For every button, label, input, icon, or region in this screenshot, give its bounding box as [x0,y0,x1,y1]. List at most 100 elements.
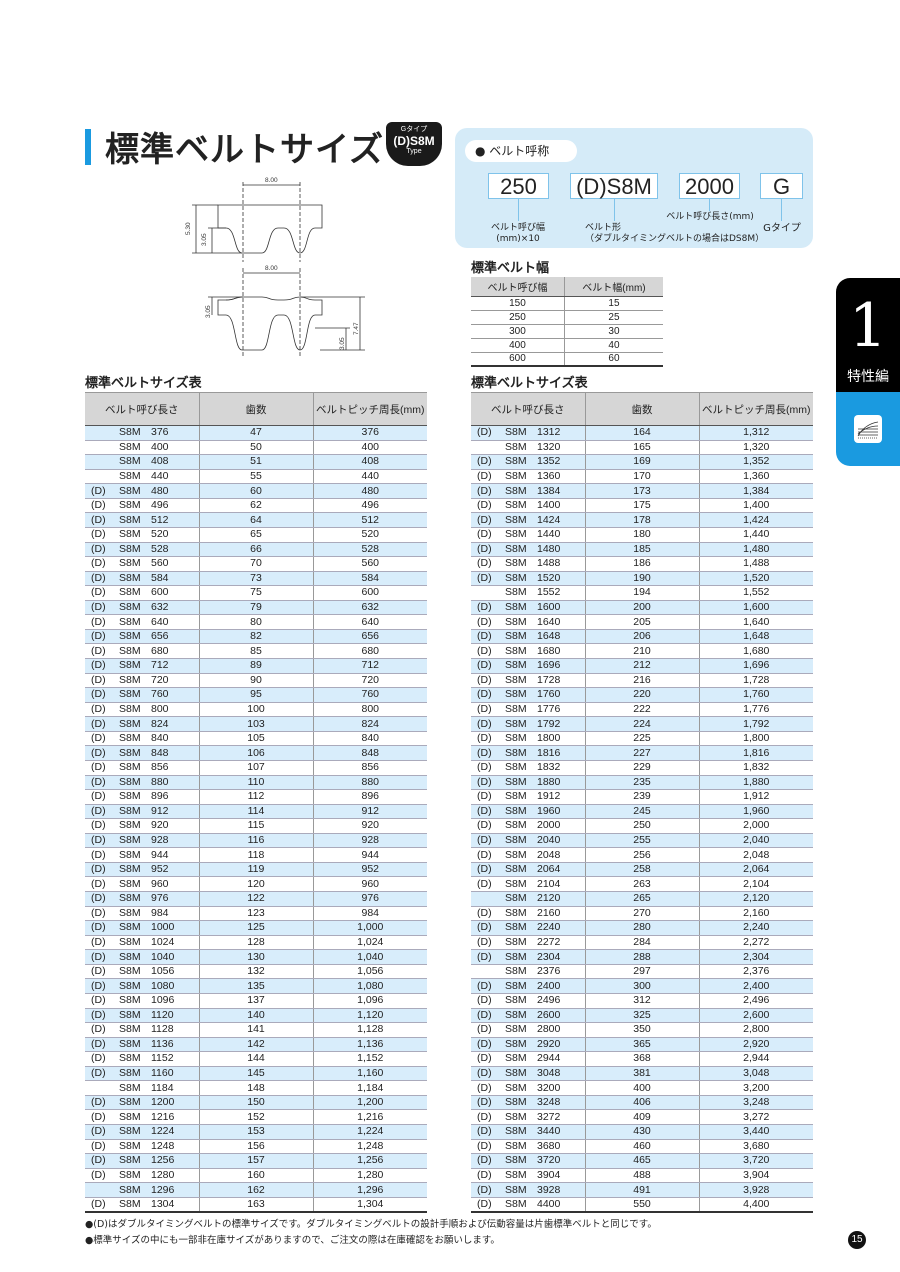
belt-designation: (D) S8M 2000 [471,818,585,834]
pitch-length: 1,680 [698,643,813,659]
table-row: 600 60 [471,352,663,367]
teeth-count: 312 [584,993,699,1009]
teeth-count: 245 [584,804,699,820]
pitch-length: 976 [312,891,427,907]
teeth-count: 365 [584,1037,699,1053]
table-row: (D) S8M 1816 227 1,816 [471,745,813,761]
pitch-length: 2,240 [698,920,813,936]
pitch-length: 1,352 [698,454,813,470]
connector [614,199,615,221]
belt-designation: (D) S8M 1640 [471,614,585,630]
pitch-length: 408 [312,454,427,470]
table-row: (D) S8M 3904 488 3,904 [471,1168,813,1184]
belt-designation: (D) S8M 3928 [471,1182,585,1198]
teeth-count: 222 [584,702,699,718]
table-row: S8M 400 50 400 [85,440,427,456]
pitch-length: 1,648 [698,629,813,645]
teeth-count: 79 [198,600,313,616]
pitch-length: 3,272 [698,1109,813,1125]
teeth-count: 89 [198,658,313,674]
table-row: (D) S8M 4400 550 4,400 [471,1197,813,1213]
belt-width: 60 [564,352,663,367]
table-row: (D) S8M 512 64 512 [85,512,427,528]
g-type-box: G [760,173,803,199]
belt-designation: (D) S8M 3248 [471,1095,585,1111]
teeth-count: 90 [198,673,313,689]
pitch-length: 1,960 [698,804,813,820]
teeth-count: 157 [198,1153,313,1169]
pitch-length: 632 [312,600,427,616]
pitch-length: 440 [312,469,427,485]
belt-designation: S8M 1184 [85,1080,199,1096]
header-cell: ベルトピッチ周長(mm) [312,392,427,426]
teeth-count: 284 [584,935,699,951]
belt-designation: (D) S8M 1384 [471,483,585,499]
table-row: (D) S8M 1056 132 1,056 [85,964,427,980]
pitch-length: 800 [312,702,427,718]
table-row: (D) S8M 984 123 984 [85,906,427,922]
belt-designation: (D) S8M 1200 [85,1095,199,1111]
table-row: (D) S8M 3248 406 3,248 [471,1095,813,1111]
teeth-count: 73 [198,571,313,587]
pitch-length: 560 [312,556,427,572]
teeth-count: 550 [584,1197,699,1213]
belt-designation: (D) S8M 3048 [471,1066,585,1082]
belt-designation: (D) S8M 1696 [471,658,585,674]
pitch-length: 1,296 [312,1182,427,1198]
belt-designation: (D) S8M 1080 [85,978,199,994]
nominal-width: 400 [471,338,565,353]
table-row: (D) S8M 560 70 560 [85,556,427,572]
belt-designation: S8M 376 [85,425,199,441]
note-1: ●(D)はダブルタイミングベルトの標準サイズです。ダブルタイミングベルトの設計手… [85,1219,657,1230]
table-row: (D) S8M 3720 465 3,720 [471,1153,813,1169]
width-code-box: 250 [488,173,549,199]
chapter-tab[interactable]: 1 特性編 [836,278,900,466]
teeth-count: 491 [584,1182,699,1198]
type-code-label: ベルト形 （ダブルタイミングベルトの場合はDS8M） [585,223,765,244]
belt-designation: S8M 1320 [471,440,585,456]
table-row: (D) S8M 1216 152 1,216 [85,1109,427,1125]
table-row: (D) S8M 680 85 680 [85,643,427,659]
table-row: (D) S8M 2600 325 2,600 [471,1008,813,1024]
table-row: (D) S8M 2104 263 2,104 [471,876,813,892]
teeth-count: 190 [584,571,699,587]
pitch-length: 1,256 [312,1153,427,1169]
belt-designation: (D) S8M 600 [85,585,199,601]
belt-designation: (D) S8M 1488 [471,556,585,572]
pitch-length: 1,360 [698,469,813,485]
teeth-count: 70 [198,556,313,572]
pitch-length: 3,048 [698,1066,813,1082]
pitch-length: 1,000 [312,920,427,936]
table-row: S8M 1296 162 1,296 [85,1182,427,1198]
teeth-count: 47 [198,425,313,441]
teeth-count: 430 [584,1124,699,1140]
teeth-count: 118 [198,847,313,863]
belt-designation: (D) S8M 1424 [471,512,585,528]
pitch-length: 1,488 [698,556,813,572]
belt-designation: (D) S8M 1216 [85,1109,199,1125]
pitch-length: 376 [312,425,427,441]
teeth-count: 164 [584,425,699,441]
pitch-length: 3,440 [698,1124,813,1140]
pitch-length: 1,280 [312,1168,427,1184]
teeth-count: 173 [584,483,699,499]
teeth-count: 103 [198,716,313,732]
belt-designation: (D) S8M 1400 [471,498,585,514]
belt-width: 15 [564,296,663,311]
pitch-length: 1,440 [698,527,813,543]
table-row: (D) S8M 1128 141 1,128 [85,1022,427,1038]
belt-designation: (D) S8M 1960 [471,804,585,820]
pitch-length: 720 [312,673,427,689]
header-cell: ベルトピッチ周長(mm) [698,392,813,426]
pitch-length: 912 [312,804,427,820]
pitch-length: 1,880 [698,775,813,791]
table-row: (D) S8M 1096 137 1,096 [85,993,427,1009]
pitch-length: 2,376 [698,964,813,980]
table-row: (D) S8M 1360 170 1,360 [471,469,813,485]
pitch-length: 1,152 [312,1051,427,1067]
table-row: (D) S8M 712 89 712 [85,658,427,674]
belt-designation: (D) S8M 3200 [471,1080,585,1096]
belt-designation: (D) S8M 1600 [471,600,585,616]
teeth-count: 153 [198,1124,313,1140]
teeth-count: 210 [584,643,699,659]
